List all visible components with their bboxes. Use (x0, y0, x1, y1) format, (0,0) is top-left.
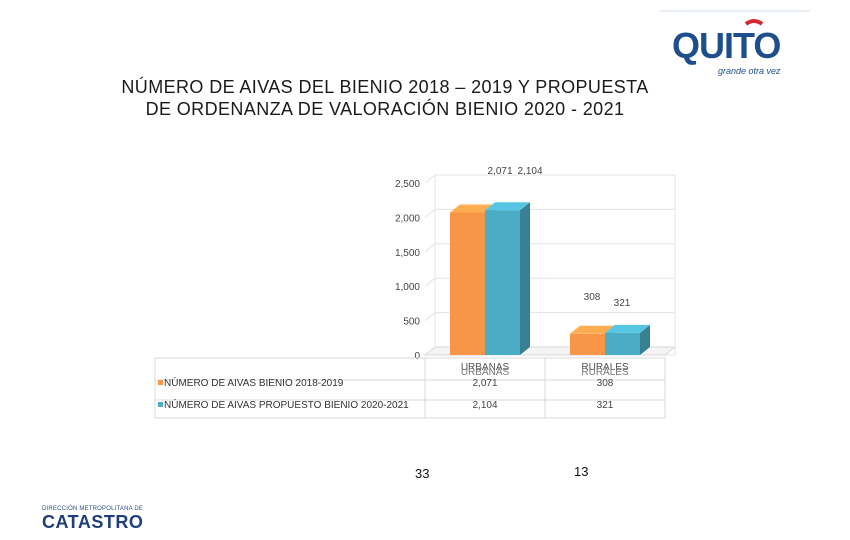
y-tick-label: 500 (403, 317, 420, 328)
bar-top (485, 202, 530, 211)
y-tick-label: 2,000 (395, 213, 420, 224)
bar-top (605, 324, 650, 333)
chart-title: NÚMERO DE AIVAS DEL BIENIO 2018 – 2019 Y… (60, 76, 710, 120)
bar (605, 332, 640, 355)
y-tick-label: 1,500 (395, 248, 420, 259)
bar-top (570, 325, 615, 334)
brand-big-text: CATASTRO (42, 512, 144, 532)
quito-logo: QUITO grande otra vez (660, 10, 810, 76)
x-category-label-shadow: URBANAS (461, 367, 510, 378)
data-label: 321 (614, 298, 631, 309)
data-label: 2,071 (487, 166, 512, 177)
x-category-label: RURALES (581, 362, 629, 373)
title-line-2: DE ORDENANZA DE VALORACIÓN BIENIO 2020 -… (145, 99, 625, 119)
legend-entry: NÚMERO DE AIVAS BIENIO 2018-2019 (164, 376, 344, 389)
y-tick-label: 2,500 (395, 179, 420, 190)
data-label: 308 (584, 292, 601, 303)
table-cell-value: 2,071 (472, 378, 497, 389)
page-number-right: 13 (574, 464, 589, 479)
bar-side (520, 202, 530, 355)
brand-small-text: DIRECCIÓN METROPOLITANA DE (42, 506, 144, 512)
logo-tagline: grande otra vez (718, 66, 781, 76)
legend-key (158, 380, 163, 385)
gridline-diagonal (424, 243, 436, 253)
table-cell-value: 321 (597, 400, 614, 411)
bar-top (450, 204, 495, 213)
table-cell-value: 308 (597, 378, 614, 389)
legend-key (158, 402, 163, 407)
y-tick-label: 0 (414, 351, 420, 362)
x-category-label: URBANAS (461, 362, 510, 373)
x-category-label-shadow: RURALES (581, 367, 629, 378)
bar (485, 210, 520, 355)
gridline-diagonal (424, 209, 436, 218)
logo-text: QUITO (672, 25, 780, 66)
title-line-1: NÚMERO DE AIVAS DEL BIENIO 2018 – 2019 Y… (121, 77, 649, 97)
gridline-diagonal (424, 277, 436, 287)
table-cell-value: 2,104 (472, 400, 497, 411)
gridline-diagonal (424, 312, 436, 321)
data-label: 2,104 (517, 166, 542, 177)
legend-entry: NÚMERO DE AIVAS PROPUESTO BIENIO 2020-20… (164, 398, 409, 411)
bar-side (640, 324, 650, 355)
y-tick-label: 1,000 (395, 282, 420, 293)
catastro-logo: DIRECCIÓN METROPOLITANA DE CATASTRO (42, 506, 152, 532)
bar (450, 212, 485, 355)
page-number-left: 33 (415, 466, 430, 481)
gridline-diagonal (424, 174, 436, 184)
bar (570, 333, 605, 355)
